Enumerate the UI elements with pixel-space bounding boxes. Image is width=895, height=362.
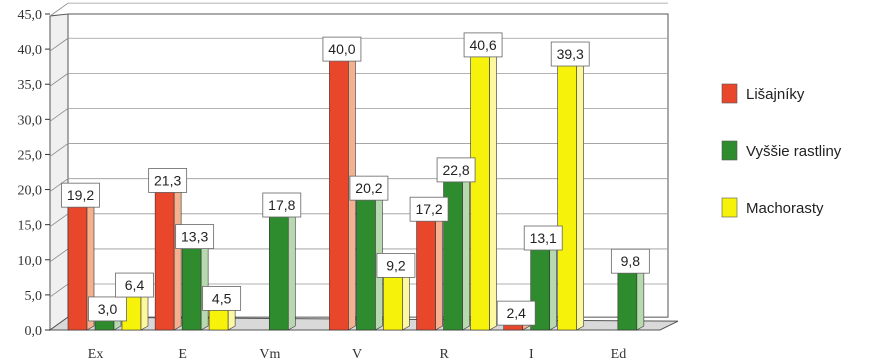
x-category-label: V (352, 347, 362, 362)
data-label-box (322, 36, 362, 62)
data-label-box (496, 300, 536, 326)
data-label: 20,2 (355, 180, 382, 196)
side-wall (49, 13, 69, 331)
data-label: 9,8 (621, 253, 641, 269)
data-label-box (61, 182, 100, 208)
legend-swatch (721, 83, 738, 104)
gridline-side (49, 283, 69, 298)
data-label: 19,2 (67, 187, 94, 203)
bar (67, 194, 88, 331)
legend: Lišajníky Vyššie rastliny Machorasty (721, 83, 842, 218)
data-label-box (409, 196, 449, 222)
y-tick-label: 40,0 (18, 43, 43, 58)
bar-side (287, 200, 296, 331)
bar (557, 53, 578, 331)
x-category-label: Ex (88, 347, 104, 362)
y-tick-label: 30,0 (18, 113, 43, 128)
bar-side (489, 40, 497, 331)
data-label: 17,8 (268, 197, 295, 213)
legend-swatch (721, 140, 738, 161)
bar (356, 187, 376, 331)
data-label-box (463, 32, 503, 58)
x-category-label: E (178, 347, 187, 362)
bar (181, 236, 202, 331)
data-label: 2,4 (506, 305, 526, 321)
bar (470, 44, 490, 331)
legend-label: Machorasty (746, 200, 824, 217)
data-label-box (115, 272, 154, 298)
data-label: 13,3 (181, 229, 208, 245)
data-label: 9,2 (386, 257, 406, 273)
gridline-side (49, 143, 69, 157)
y-tick-label: 35,0 (18, 78, 43, 93)
y-tick-label: 0,0 (25, 324, 43, 339)
legend-swatch (721, 197, 738, 218)
data-label: 40,6 (469, 37, 496, 53)
gridline-side (49, 37, 69, 52)
bar-side (435, 204, 443, 331)
data-label: 39,3 (557, 46, 584, 62)
data-label-box (148, 168, 188, 193)
y-tick-label: 45,0 (18, 8, 43, 23)
bar (268, 204, 289, 331)
bar (416, 208, 436, 331)
gridline-side (49, 108, 69, 122)
data-label: 21,3 (154, 172, 181, 188)
y-tick-label: 15,0 (18, 219, 43, 234)
data-label: 40,0 (328, 41, 355, 57)
gridline-side (49, 248, 69, 263)
data-label: 17,2 (415, 201, 442, 217)
bar (154, 180, 175, 331)
data-label-box (523, 225, 563, 251)
bar (443, 169, 463, 331)
legend-label: Vyššie rastliny (746, 143, 842, 160)
gridline-side (49, 2, 69, 17)
data-label-box (175, 224, 215, 250)
data-label-box (262, 192, 302, 218)
x-category-label: I (529, 347, 534, 362)
data-label: 4,5 (212, 290, 232, 306)
gridline-side (49, 178, 69, 192)
x-category-label: R (439, 347, 449, 362)
y-tick-label: 10,0 (18, 254, 43, 269)
y-tick-label: 25,0 (18, 148, 43, 163)
data-label-box (550, 41, 590, 67)
y-axis-ticks: 0,0 5,0 10,0 15,0 20,0 25,0 30,0 35,0 40,0 45,0 (18, 8, 50, 339)
legend-label: Lišajníky (746, 86, 805, 103)
y-tick-label: 20,0 (18, 184, 43, 199)
data-label-box (88, 296, 127, 322)
bar (329, 48, 349, 331)
data-label: 6,4 (125, 277, 145, 293)
y-tick-label: 5,0 (25, 289, 43, 304)
bar-side (462, 165, 470, 331)
gridline-side (49, 73, 69, 87)
data-label-box (610, 248, 650, 274)
data-label-box (349, 175, 389, 201)
x-category-label: Ed (611, 347, 627, 362)
data-label-box (376, 252, 416, 278)
data-label-box (202, 285, 242, 311)
x-category-label: Vm (259, 347, 280, 362)
data-label-box (436, 157, 476, 183)
gridline-side (49, 213, 69, 227)
data-label: 3,0 (98, 301, 118, 317)
data-label: 13,1 (530, 230, 557, 246)
data-labels: 19,2 3,0 6,4 21,3 13,3 4,5 17,8 40,0 20,2 9,2 17,2… (61, 32, 650, 326)
x-axis-categories: Ex E Vm V R I Ed (88, 347, 626, 362)
bar-side (173, 175, 182, 331)
bar-side (576, 49, 585, 331)
data-label: 22,8 (442, 162, 469, 178)
